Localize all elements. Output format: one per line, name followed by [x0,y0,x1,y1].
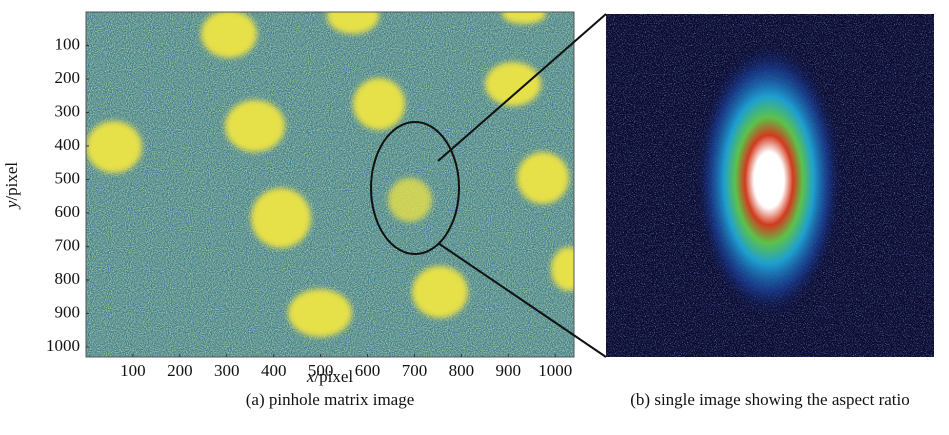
x-tick-label: 900 [496,361,522,380]
figure: y/pixel x/pixel (a) pinhole matrix image… [0,0,949,430]
x-tick-label: 700 [402,361,428,380]
y-axis-label: y/pixel [2,162,21,211]
caption: (b) single image showing the aspect rati… [630,390,909,409]
x-tick-label: 200 [167,361,193,380]
y-tick-label: 1000 [46,336,80,355]
y-axis-var: y [2,200,21,210]
y-tick-label: 100 [55,34,81,53]
y-tick-label: 600 [55,202,81,221]
y-tick-label: 200 [55,68,81,87]
y-axis-unit: /pixel [2,162,21,201]
y-tick-label: 400 [55,135,81,154]
y-tick-label: 800 [55,269,81,288]
y-tick-label: 900 [55,302,81,321]
x-tick-label: 400 [261,361,287,380]
x-tick-label: 500 [308,361,334,380]
single-spot-image [606,14,934,357]
x-tick-label: 800 [449,361,475,380]
caption: (a) pinhole matrix image [246,390,415,409]
pinhole-image [86,0,587,357]
x-tick-label: 100 [120,361,146,380]
x-tick-label: 300 [214,361,240,380]
spot [694,40,844,320]
y-tick-label: 700 [55,235,81,254]
y-tick-label: 500 [55,168,81,187]
x-tick-label: 600 [355,361,381,380]
x-tick-label: 1000 [538,361,572,380]
y-tick-label: 300 [55,101,81,120]
